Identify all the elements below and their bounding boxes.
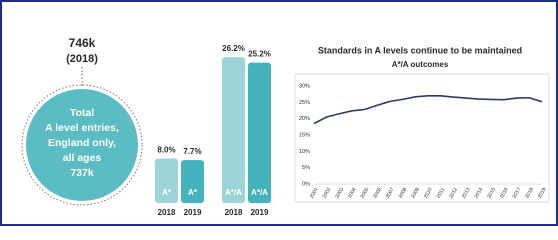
x-tick-label: 2019 bbox=[537, 187, 548, 200]
bar bbox=[181, 160, 204, 203]
x-tick-label: 2011 bbox=[436, 187, 447, 200]
circle-text: all ages bbox=[63, 152, 102, 164]
bar-name: A* bbox=[162, 188, 172, 197]
x-tick-label: 2010 bbox=[423, 187, 434, 200]
y-tick-label: 15% bbox=[299, 132, 310, 138]
bar bbox=[248, 62, 271, 203]
line-panel bbox=[294, 73, 550, 203]
bar-name: A*/A bbox=[251, 188, 268, 197]
x-tick-label: 2009 bbox=[410, 187, 421, 200]
bar-name: A*/A bbox=[225, 188, 242, 197]
x-tick-label: 2019 bbox=[184, 208, 202, 217]
x-tick-label: 2005 bbox=[360, 187, 371, 200]
bar bbox=[155, 158, 178, 203]
x-tick-label: 2012 bbox=[448, 187, 459, 200]
headline-note: (2018) bbox=[66, 53, 98, 65]
bar-name: A* bbox=[188, 188, 198, 197]
x-tick-label: 2018 bbox=[158, 208, 176, 217]
x-tick-label: 2015 bbox=[486, 187, 497, 200]
line-subtitle: A*/A outcomes bbox=[392, 60, 449, 69]
bar-value-label: 25.2% bbox=[248, 50, 271, 59]
y-tick-label: 25% bbox=[299, 100, 310, 106]
x-tick-label: 2001 bbox=[309, 187, 320, 200]
bar-value-label: 26.2% bbox=[222, 44, 245, 53]
circle-text: 737k bbox=[70, 167, 94, 179]
x-tick-label: 2006 bbox=[372, 187, 383, 200]
circle-text: England only, bbox=[48, 137, 116, 149]
bar-value-label: 7.7% bbox=[183, 147, 201, 156]
circle-text: A level entries, bbox=[45, 122, 119, 134]
y-tick-label: 20% bbox=[299, 116, 310, 122]
x-tick-label: 2017 bbox=[512, 187, 523, 200]
line bbox=[313, 95, 543, 125]
x-tick-label: 2002 bbox=[322, 187, 333, 200]
x-tick-label: 2003 bbox=[334, 187, 345, 200]
circle bbox=[26, 89, 138, 201]
y-tick-label: 5% bbox=[302, 165, 310, 171]
x-tick-label: 2016 bbox=[499, 187, 510, 200]
y-tick-label: 10% bbox=[299, 149, 310, 155]
x-tick-label: 2004 bbox=[347, 187, 358, 200]
x-tick-label: 2018 bbox=[225, 208, 243, 217]
headline: 746k bbox=[69, 36, 96, 50]
x-tick-label: 2007 bbox=[385, 187, 396, 200]
circle-ring bbox=[21, 84, 143, 206]
line-title: Standards in A levels continue to be mai… bbox=[318, 45, 522, 55]
x-tick-label: 2014 bbox=[474, 187, 485, 200]
y-tick-label: 0% bbox=[302, 181, 310, 187]
circle-text: Total bbox=[70, 107, 94, 119]
bar bbox=[222, 57, 245, 203]
bar-value-label: 8.0% bbox=[157, 146, 175, 155]
infographic: 746k (2018) Standards in A levels contin… bbox=[0, 0, 558, 226]
x-tick-label: 2019 bbox=[251, 208, 269, 217]
y-tick-label: 30% bbox=[299, 83, 310, 89]
x-tick-label: 2018 bbox=[524, 187, 535, 200]
x-tick-label: 2008 bbox=[398, 187, 409, 200]
x-tick-label: 2013 bbox=[461, 187, 472, 200]
